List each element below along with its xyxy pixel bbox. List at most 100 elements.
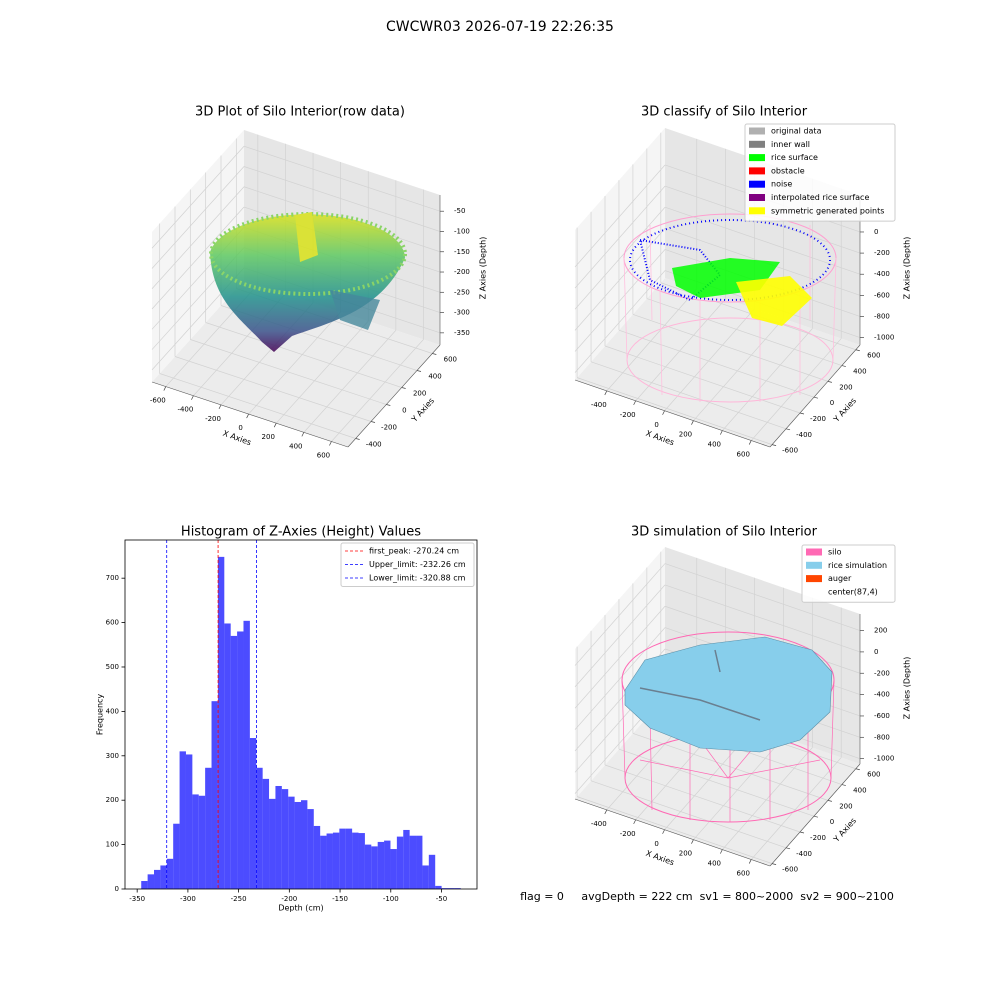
- x-tick-label: 200: [262, 433, 275, 441]
- surface-crease: [639, 649, 761, 721]
- legend-label: rice simulation: [828, 561, 887, 570]
- grid-line: [693, 318, 784, 421]
- z-tick-label: -600: [874, 712, 890, 720]
- histogram-bar: [326, 833, 333, 889]
- z-tick-label: -50: [454, 207, 465, 215]
- x-tick-label: 600: [737, 451, 750, 459]
- tick-mark: [604, 390, 608, 396]
- legend-swatch: [749, 194, 765, 201]
- plots: -600-400-2000200400600-400-2000200400600…: [96, 105, 912, 913]
- tick-mark: [662, 410, 665, 415]
- tick-mark: [691, 839, 694, 844]
- histogram-bar: [141, 881, 148, 889]
- tick-mark: [691, 420, 694, 425]
- subplot-title: 3D simulation of Silo Interior: [631, 525, 818, 540]
- histogram-bar: [320, 835, 327, 889]
- y-tick-label: 600: [867, 352, 880, 360]
- grid-line: [632, 314, 829, 382]
- grid-line: [574, 563, 666, 666]
- tick-mark: [813, 815, 819, 818]
- x-tick-label: -250: [231, 895, 247, 903]
- histogram-bar: [377, 841, 385, 889]
- y-tick-label: 500: [106, 663, 119, 671]
- z-tick-label: -150: [454, 248, 470, 256]
- cloud-shape: [210, 214, 405, 352]
- histogram-bar: [428, 854, 436, 889]
- x-tick-label: -400: [591, 820, 607, 828]
- y-tick-label: -600: [782, 447, 798, 455]
- grid-line: [664, 584, 861, 653]
- tick-mark: [301, 432, 305, 437]
- z-tick-label: -800: [874, 312, 890, 320]
- tick-mark: [720, 430, 723, 435]
- y-tick-label: 400: [428, 373, 441, 381]
- x-tick-label: 200: [679, 850, 692, 858]
- histogram-bar: [384, 840, 391, 889]
- raw-cloud-decor: [209, 212, 407, 352]
- grid-line: [574, 206, 666, 310]
- legend-swatch: [749, 180, 765, 188]
- tick-mark: [813, 396, 819, 399]
- grid-line: [574, 249, 666, 352]
- axis-line: [769, 763, 861, 867]
- grid-line: [243, 145, 441, 212]
- tick-mark: [246, 413, 249, 419]
- grid-line: [606, 288, 698, 392]
- histogram-bar: [313, 825, 321, 889]
- tick-mark: [370, 421, 376, 423]
- grid-line: [151, 206, 245, 310]
- grid-line: [574, 164, 666, 268]
- legend-box: [744, 123, 896, 222]
- legend-swatch: [806, 575, 822, 583]
- grid-line: [574, 584, 666, 688]
- tick-mark: [772, 863, 777, 865]
- y-tick-label: -200: [810, 415, 826, 423]
- histogram-bar: [416, 835, 423, 889]
- y-tick-label: 0: [402, 407, 406, 415]
- y-tick-label: 400: [853, 368, 866, 376]
- grid-line: [151, 166, 245, 269]
- tick-mark: [772, 444, 777, 446]
- x-tick-label: -100: [383, 895, 399, 903]
- legend-label: noise: [771, 180, 792, 189]
- tick-mark: [748, 440, 752, 445]
- histogram-bar: [281, 789, 289, 889]
- silo-wires: [621, 679, 835, 822]
- histogram-bar: [358, 833, 365, 889]
- tick-mark: [401, 387, 406, 389]
- histogram-bar: [243, 620, 250, 889]
- legend-swatch: [749, 127, 765, 135]
- z-tick-label: -400: [874, 691, 890, 699]
- tick-mark: [633, 819, 636, 825]
- axis-line: [769, 344, 861, 448]
- z-tick-label: 200: [874, 627, 887, 635]
- y-tick-label: -400: [796, 850, 812, 858]
- grid-line: [576, 796, 773, 864]
- y-tick-label: 200: [106, 796, 119, 804]
- histogram-bar: [288, 796, 295, 889]
- z-tick-label: -200: [874, 669, 890, 677]
- legend-swatch: [749, 154, 765, 162]
- grid-line: [750, 757, 842, 860]
- x-tick-label: -300: [180, 895, 196, 903]
- tick-mark: [386, 404, 391, 406]
- histogram-bar: [256, 767, 263, 889]
- legend-label: silo: [828, 548, 842, 557]
- grid-line: [604, 345, 801, 414]
- legend-label: interpolated rice surface: [771, 193, 869, 202]
- histogram-bar: [352, 832, 359, 889]
- tick-mark: [416, 370, 422, 372]
- x-tick-label: 400: [708, 860, 721, 868]
- simulation-decor: [621, 631, 835, 823]
- cloud-spike: [295, 212, 318, 262]
- grid-line: [635, 298, 726, 402]
- z-tick-label: -400: [874, 270, 890, 278]
- x-tick-label: -200: [281, 895, 297, 903]
- tick-mark: [785, 847, 791, 850]
- x-tick-label: 400: [708, 441, 721, 449]
- y-tick-label: 400: [853, 787, 866, 795]
- plot-frame: [124, 539, 478, 890]
- tick-mark: [163, 386, 167, 391]
- x-tick-label: -200: [205, 415, 221, 423]
- grid-line: [590, 780, 787, 849]
